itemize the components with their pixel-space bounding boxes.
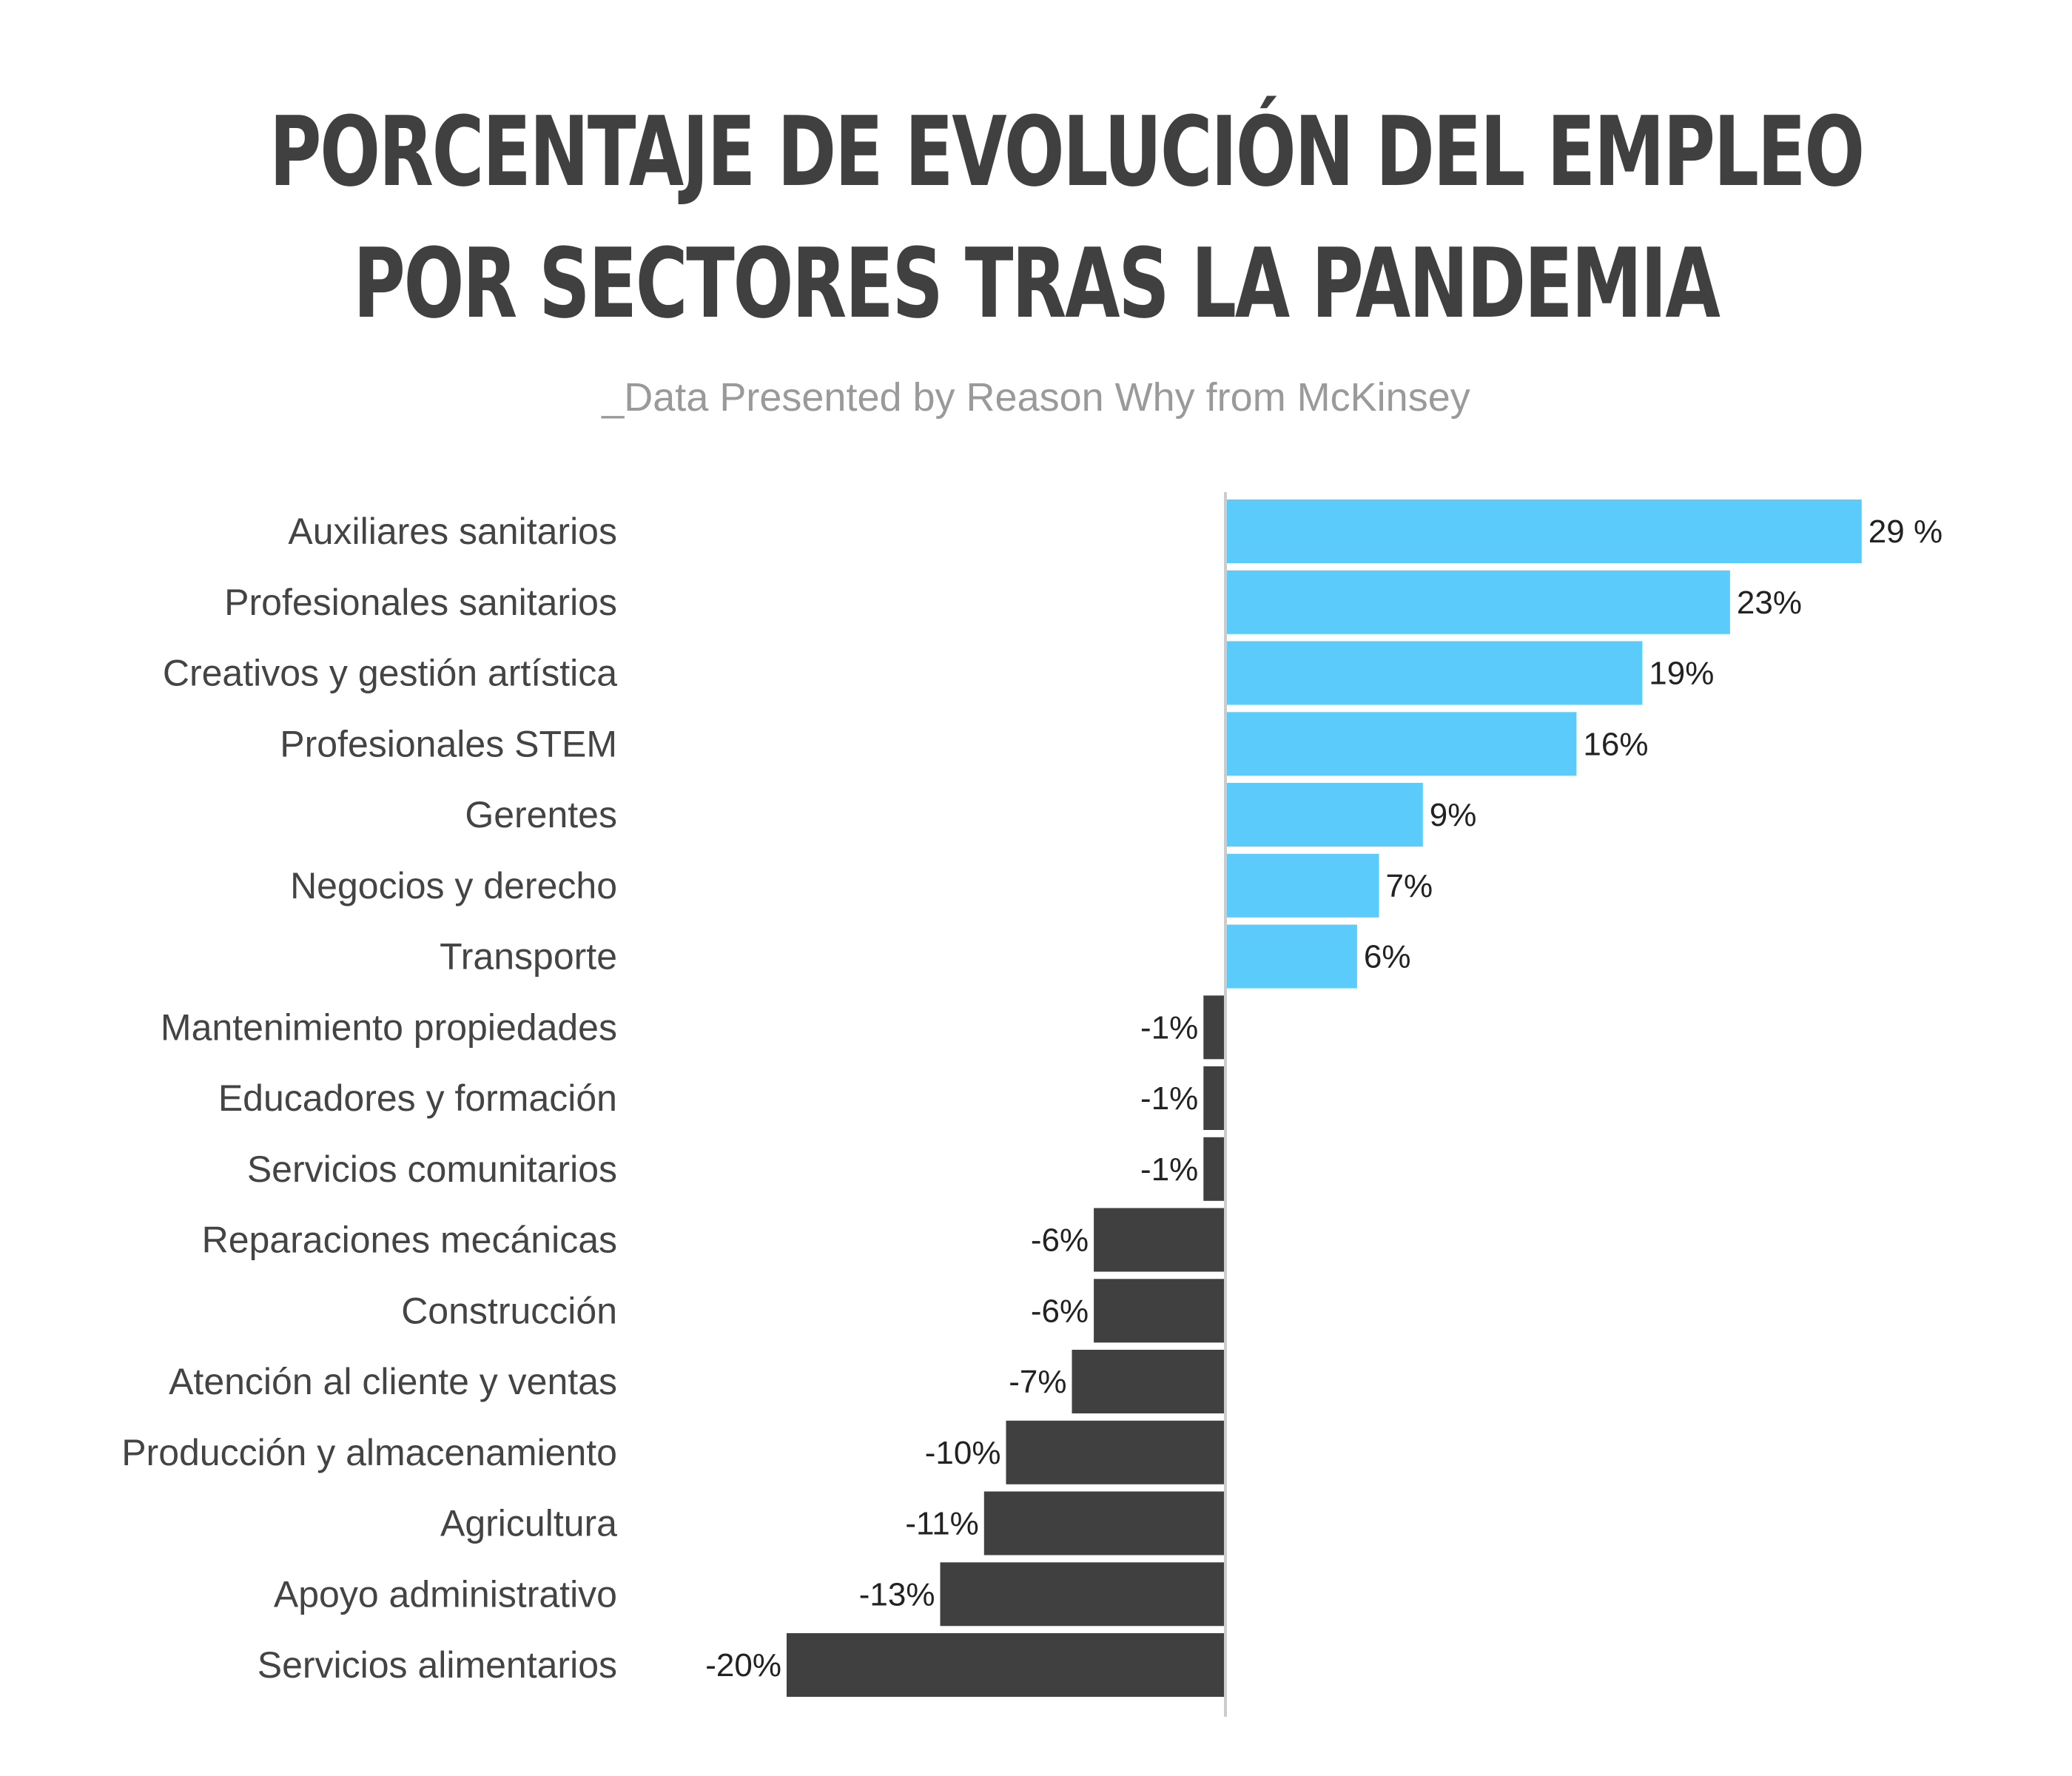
bar bbox=[1094, 1208, 1225, 1272]
category-label: Creativos y gestión artística bbox=[163, 653, 617, 694]
category-labels-group: Auxiliares sanitarios Profesionales sanit… bbox=[121, 511, 617, 1686]
value-labels-group: 29 % 23% 19%16% 9% 7% 6% -1% -1% -1% -6% -6% -7%-10… bbox=[705, 514, 1942, 1684]
bar bbox=[787, 1633, 1225, 1697]
bar-value-label: -1% bbox=[1140, 1151, 1198, 1188]
bar bbox=[1225, 712, 1577, 776]
bars-group bbox=[787, 500, 1862, 1697]
category-label: Mantenimiento propiedades bbox=[161, 1006, 617, 1048]
category-label: Agricultura bbox=[440, 1503, 617, 1544]
bar bbox=[1094, 1279, 1225, 1343]
category-label: Auxiliares sanitarios bbox=[288, 511, 617, 552]
bar-value-label: -13% bbox=[859, 1576, 935, 1612]
bar-value-label: -1% bbox=[1140, 1080, 1198, 1117]
bar bbox=[983, 1491, 1225, 1555]
bar-value-label: 29 % bbox=[1868, 514, 1942, 550]
bar bbox=[1203, 995, 1225, 1060]
bar-value-label: 7% bbox=[1386, 868, 1433, 904]
bar-value-label: -6% bbox=[1031, 1222, 1089, 1259]
chart-subtitle: _Data Presented by Reason Why from McKin… bbox=[602, 375, 1470, 420]
category-label: Servicios alimentarios bbox=[258, 1644, 617, 1686]
category-label: Educadores y formación bbox=[218, 1077, 617, 1119]
bar bbox=[1225, 570, 1730, 634]
bar bbox=[1203, 1066, 1225, 1130]
bar bbox=[1225, 641, 1643, 705]
bar bbox=[1072, 1350, 1225, 1413]
bar bbox=[1203, 1137, 1225, 1201]
bar bbox=[1225, 783, 1423, 847]
bar-value-label: -6% bbox=[1031, 1293, 1089, 1329]
category-label: Profesionales sanitarios bbox=[224, 582, 617, 623]
category-label: Profesionales STEM bbox=[280, 723, 617, 764]
category-label: Gerentes bbox=[465, 794, 617, 835]
bar bbox=[1225, 924, 1357, 989]
category-label: Servicios comunitarios bbox=[247, 1148, 617, 1190]
category-label: Transporte bbox=[440, 936, 617, 978]
bar bbox=[1225, 853, 1379, 918]
category-label: Negocios y derecho bbox=[290, 865, 617, 906]
bar bbox=[1225, 500, 1862, 563]
bar-value-label: 19% bbox=[1649, 656, 1714, 692]
bar-value-label: -20% bbox=[705, 1647, 781, 1684]
category-label: Construcción bbox=[401, 1290, 617, 1331]
bar-value-label: -7% bbox=[1009, 1364, 1066, 1400]
category-label: Reparaciones mecánicas bbox=[202, 1220, 617, 1261]
bar bbox=[940, 1562, 1225, 1627]
category-label: Producción y almacenamiento bbox=[121, 1432, 617, 1473]
category-label: Apoyo administrativo bbox=[274, 1573, 617, 1615]
chart-title-line-2: POR SECTORES TRAS LA PANDEMIA bbox=[353, 227, 1720, 340]
bar-value-label: -10% bbox=[925, 1435, 1001, 1471]
bar-value-label: 23% bbox=[1737, 585, 1802, 621]
bar-value-label: -11% bbox=[905, 1506, 978, 1542]
bar-value-label: 16% bbox=[1583, 726, 1648, 762]
bar-value-label: -1% bbox=[1140, 1009, 1198, 1046]
bar-value-label: 9% bbox=[1430, 797, 1477, 833]
chart-title-line-1: PORCENTAJE DE EVOLUCIÓN DEL EMPLEO bbox=[269, 95, 1865, 208]
category-label: Atención al cliente y ventas bbox=[169, 1361, 617, 1402]
bar-value-label: 6% bbox=[1364, 939, 1411, 975]
bar bbox=[1006, 1420, 1225, 1484]
